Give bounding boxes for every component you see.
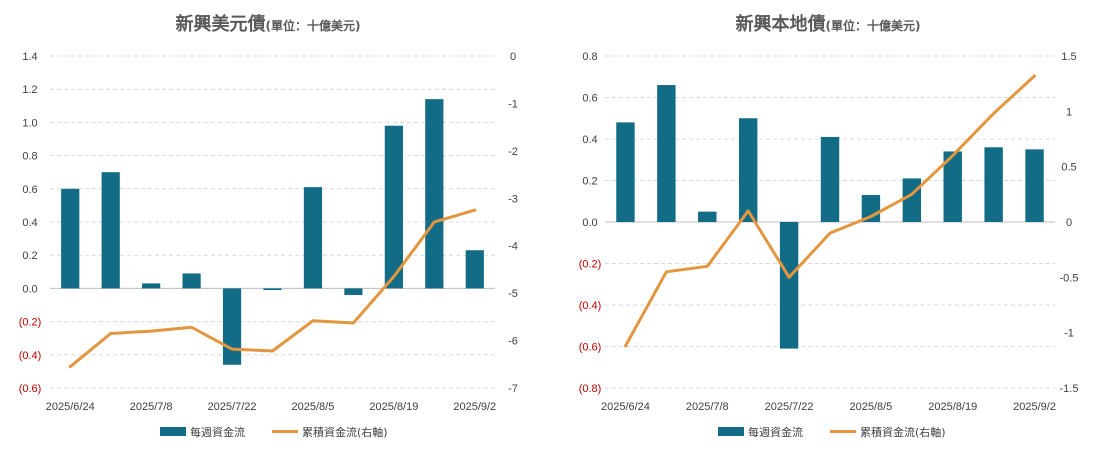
bar [984,147,1003,222]
y-left-tick-label: 0.4 [22,217,37,229]
y-left-tick-label: 0.8 [22,151,37,163]
y-right-tick-label: -5 [508,288,518,300]
y-right-tick-label: -0.5 [1060,272,1079,284]
bar [698,211,717,222]
bar [616,122,635,222]
y-left-tick-label: (0.4) [19,350,42,362]
x-tick-label: 2025/8/5 [292,401,335,413]
bar [263,288,282,291]
y-right-tick-label: 0 [510,51,516,63]
y-right-tick-label: -1.5 [1060,383,1079,395]
x-tick-label: 2025/8/5 [849,401,892,413]
chart-title-main: 新興本地債 [736,13,826,35]
y-right-tick-label: -2 [508,146,518,158]
x-tick-label: 2025/7/22 [208,401,257,413]
y-left-tick-label: 1.0 [22,117,37,129]
x-tick-label: 2025/9/2 [1013,401,1056,413]
bar [738,118,758,222]
y-right-tick-label: -1 [508,98,518,110]
legend: 每週資金流 累積資金流(右軸) [160,425,388,439]
x-tick-label: 2025/7/22 [765,401,814,413]
chart-1: 新興美元債(單位：十億美元) (0.6) (0.4) (0.2) 0.0 0.2 0.4 0.… [19,13,518,439]
legend-bar-label: 每週資金流 [748,425,803,439]
y-left-tick-label: 0.2 [582,176,597,188]
y-left-tick-label: 0.6 [22,184,37,196]
y-left-tick-label: (0.6) [19,383,42,395]
y-left-tick-label: 1.4 [22,51,37,63]
y-right-tick-label: 0.5 [1061,162,1076,174]
chart-title-unit: (單位：十億美元) [826,18,921,33]
y-right-tick-label: -4 [508,241,518,253]
bar [344,288,363,296]
y-left-tick-label: 0.2 [22,250,37,262]
x-tick-label: 2025/6/24 [601,401,650,413]
bar [820,136,840,222]
y-left-tick-label: (0.8) [579,383,602,395]
y-right-tick-label: 1 [1066,106,1072,118]
bar [384,125,403,289]
y-left-tick-label: (0.2) [579,259,602,271]
bar [1025,149,1044,222]
bar [943,151,962,222]
x-tick-label: 2025/9/2 [453,401,496,413]
y-left-tick-label: (0.4) [579,300,602,312]
legend-bar-swatch [160,427,186,436]
bar [779,222,799,349]
bar [303,187,323,289]
y-left-tick-label: 0.6 [582,93,597,105]
legend-line-label: 累積資金流(右軸) [860,425,946,439]
y-right-tick-label: -3 [508,193,518,205]
y-left-tick-label: (0.2) [19,317,42,329]
x-tick-label: 2025/7/8 [686,401,729,413]
x-tick-label: 2025/7/8 [130,401,173,413]
x-tick-label: 2025/8/19 [369,401,418,413]
x-tick-label: 2025/6/24 [46,401,95,413]
y-right-tick-label: -7 [508,383,518,395]
bar [902,178,922,222]
y-left-tick-label: 0.0 [582,217,597,229]
bar [657,85,676,222]
chart-2: 新興本地債(單位：十億美元) (0.8) (0.6) (0.4) (0.2) 0.0 0.2… [579,13,1079,439]
bar [182,273,201,289]
y-right-tick-label: -1 [1064,328,1074,340]
legend-line-label: 累積資金流(右軸) [302,425,388,439]
y-right-tick-label: 1.5 [1061,51,1076,63]
chart-title: 新興美元債(單位：十億美元) [176,13,361,35]
bar [465,250,484,289]
bar [222,288,242,365]
legend-bar-swatch [718,427,744,436]
bar [101,172,120,289]
bar [142,283,161,289]
bar [425,99,444,289]
cumulative-line [68,208,477,369]
y-right-tick-label: 0 [1066,217,1072,229]
y-left-tick-label: 0.8 [582,51,597,63]
chart-title-unit: (單位：十億美元) [266,18,361,33]
y-left-tick-label: 0.4 [582,134,597,146]
chart-title-main: 新興美元債 [176,13,266,35]
x-tick-label: 2025/8/19 [928,401,977,413]
chart-title: 新興本地債(單位：十億美元) [736,13,921,35]
cumulative-line [624,74,1036,348]
bar [61,188,80,289]
y-right-tick-label: -6 [508,336,518,348]
legend: 每週資金流 累積資金流(右軸) [718,425,946,439]
y-left-tick-label: (0.6) [579,342,602,354]
y-left-tick-label: 0.0 [22,283,37,295]
y-left-tick-label: 1.2 [22,84,37,96]
legend-bar-label: 每週資金流 [190,425,245,439]
